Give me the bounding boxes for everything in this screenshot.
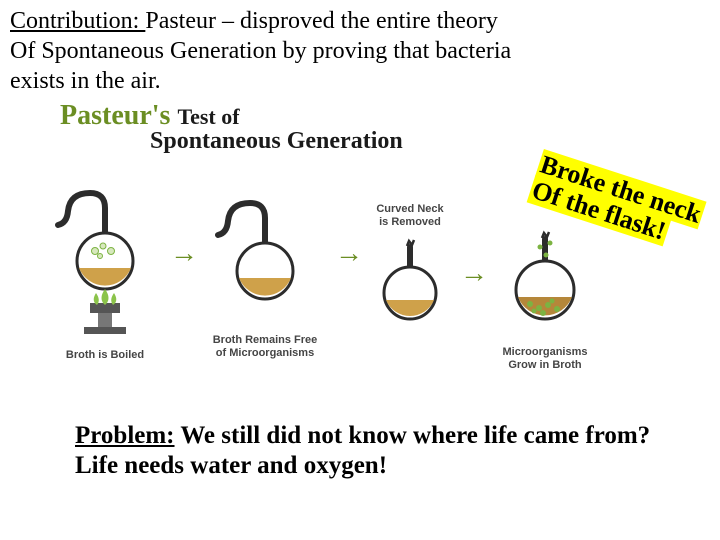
title-pasteurs: Pasteur's bbox=[60, 100, 177, 131]
header-line3: exists in the air. bbox=[10, 68, 161, 94]
title-test-of: Test of bbox=[177, 104, 239, 129]
flask-group-1: Broth is Boiled bbox=[40, 183, 170, 362]
arrow-2: → bbox=[335, 238, 363, 270]
flask-group-2: Broth Remains Free of Microorganisms bbox=[200, 193, 330, 360]
header-line1-rest: Pasteur – disproved the entire theory bbox=[145, 8, 498, 34]
mid-caption: Curved Neck is Removed bbox=[360, 203, 460, 229]
contribution-label: Contribution: bbox=[10, 8, 145, 34]
flask-group-4: Microorganisms Grow in Broth bbox=[490, 225, 600, 372]
flask-boiling-icon bbox=[40, 183, 170, 338]
title-spontaneous-generation: Spontaneous Generation bbox=[150, 128, 720, 155]
header-line2: Of Spontaneous Generation by proving tha… bbox=[10, 38, 511, 64]
problem-text: Problem: We still did not know where lif… bbox=[75, 421, 680, 481]
flask4-caption: Microorganisms Grow in Broth bbox=[490, 346, 600, 372]
contribution-text: Contribution: Pasteur – disproved the en… bbox=[0, 0, 720, 96]
flask-microbes-icon bbox=[490, 225, 600, 335]
pasteur-diagram: Broth is Boiled → Broth Remains Free of … bbox=[10, 163, 710, 403]
flask2-caption: Broth Remains Free of Microorganisms bbox=[200, 334, 330, 360]
flask-clean-icon bbox=[200, 193, 330, 323]
arrow-1: → bbox=[170, 238, 198, 270]
diagram-title: Pasteur's Test of Spontaneous Generation bbox=[60, 100, 720, 155]
arrow-3: → bbox=[460, 258, 488, 290]
flask-group-3 bbox=[365, 233, 455, 338]
problem-label: Problem: bbox=[75, 422, 175, 449]
flask1-caption: Broth is Boiled bbox=[40, 349, 170, 362]
flask-broken-neck-icon bbox=[365, 233, 455, 333]
